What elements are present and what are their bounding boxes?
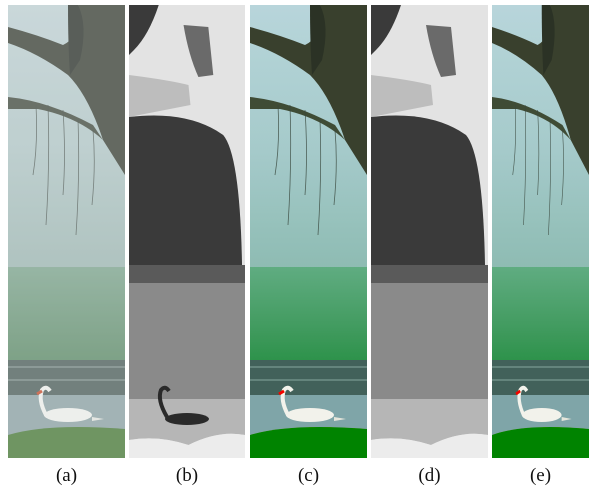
panel-label: (c)	[298, 465, 319, 486]
panel-label: (a)	[56, 465, 77, 486]
hazy-image	[8, 5, 125, 458]
panel-label: (e)	[530, 465, 551, 486]
depth-map	[129, 5, 245, 458]
dehazed-image	[492, 5, 589, 458]
panel-label: (d)	[418, 465, 440, 486]
depth-map	[371, 5, 488, 458]
figure: (a) (b) (c) (d) (e)	[0, 0, 596, 488]
dehazed-image	[250, 5, 367, 458]
panel-label: (b)	[176, 465, 198, 486]
